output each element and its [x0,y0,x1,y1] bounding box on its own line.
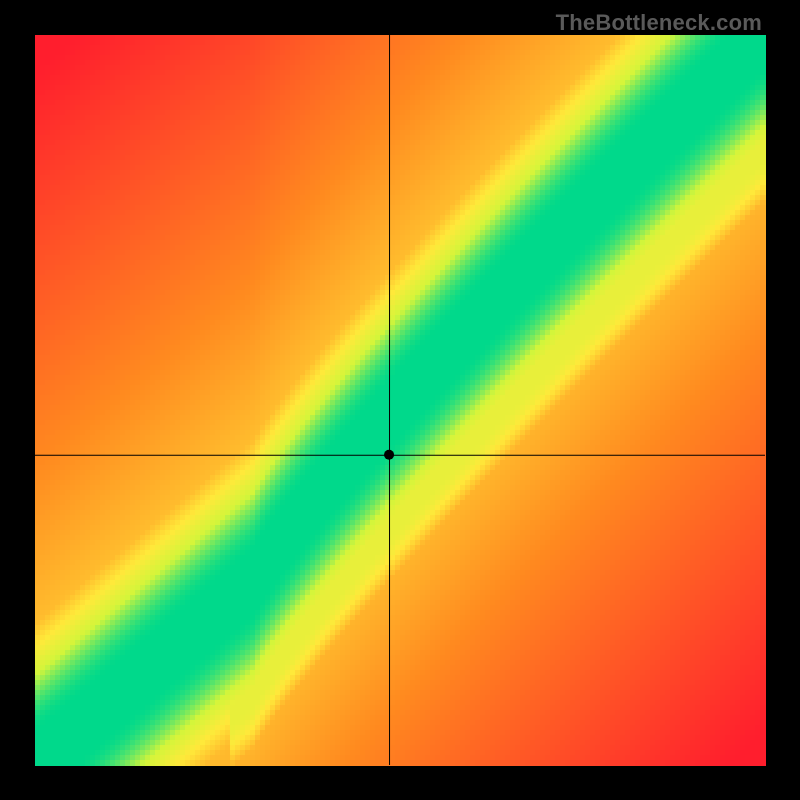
watermark-text: TheBottleneck.com [556,10,762,36]
bottleneck-heatmap [0,0,800,800]
